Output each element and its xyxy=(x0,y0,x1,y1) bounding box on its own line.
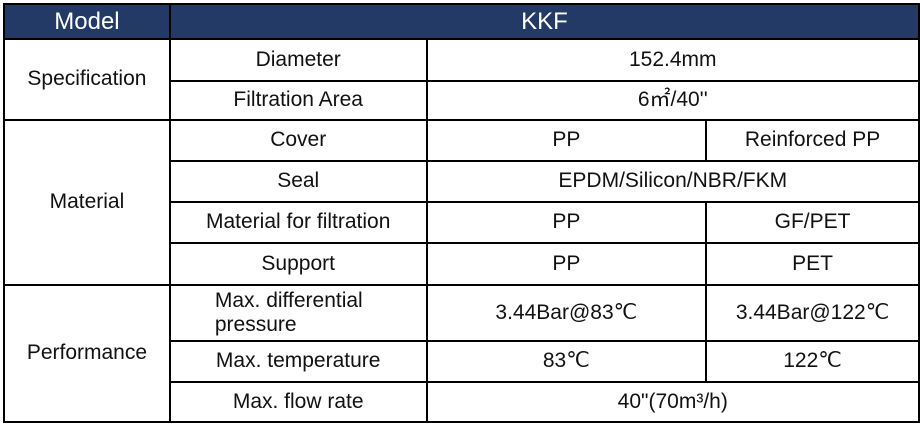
table-row: Specification Diameter 152.4mm xyxy=(3,38,920,121)
section-performance: Performance xyxy=(3,284,171,423)
row-value: 6㎡/40'' xyxy=(425,80,920,121)
row-label: Diameter xyxy=(168,38,428,82)
row-label: Filtration Area xyxy=(168,80,428,121)
section-specification: Specification xyxy=(3,38,171,121)
row-value: 83℃ xyxy=(425,340,708,383)
table-row: Material Cover PP Reinforced PP xyxy=(3,119,920,286)
table-row: Material for filtration PP GF/PET xyxy=(4,201,920,244)
spec-table: Model KKF Specification Diameter 152.4mm… xyxy=(3,3,920,423)
table-row: Max. flow rate 40"(70m³/h) xyxy=(4,381,920,423)
model-label: Model xyxy=(3,3,171,40)
table-row: Seal EPDM/Silicon/NBR/FKM xyxy=(4,160,920,203)
table-row: Filtration Area 6㎡/40'' xyxy=(4,80,920,121)
row-label: Material for filtration xyxy=(168,201,428,244)
row-value: 152.4mm xyxy=(425,38,920,82)
row-label: Max. flow rate xyxy=(168,381,428,423)
row-value: EPDM/Silicon/NBR/FKM xyxy=(425,160,920,203)
row-label: Max. differential pressure xyxy=(168,284,428,342)
row-value: PET xyxy=(705,242,920,286)
table-row: Max. temperature 83℃ 122℃ xyxy=(4,340,920,383)
row-value: 40"(70m³/h) xyxy=(425,381,920,423)
row-value: PP xyxy=(425,201,708,244)
row-label: Support xyxy=(168,242,428,286)
table-row: Support PP PET xyxy=(4,242,920,286)
row-label: Cover xyxy=(168,119,428,162)
row-value: 3.44Bar@122℃ xyxy=(705,284,920,342)
model-value: KKF xyxy=(168,3,920,40)
section-material: Material xyxy=(3,119,171,286)
row-value: PP xyxy=(425,119,708,162)
row-value: 3.44Bar@83℃ xyxy=(425,284,708,342)
row-value: GF/PET xyxy=(705,201,920,244)
row-value: PP xyxy=(425,242,708,286)
row-label: Seal xyxy=(168,160,428,203)
row-label: Max. temperature xyxy=(168,340,428,383)
row-value: 122℃ xyxy=(705,340,920,383)
table-row: Performance Max. differential pressure 3… xyxy=(3,284,920,423)
header-row: Model KKF xyxy=(3,3,920,40)
row-value: Reinforced PP xyxy=(705,119,920,162)
